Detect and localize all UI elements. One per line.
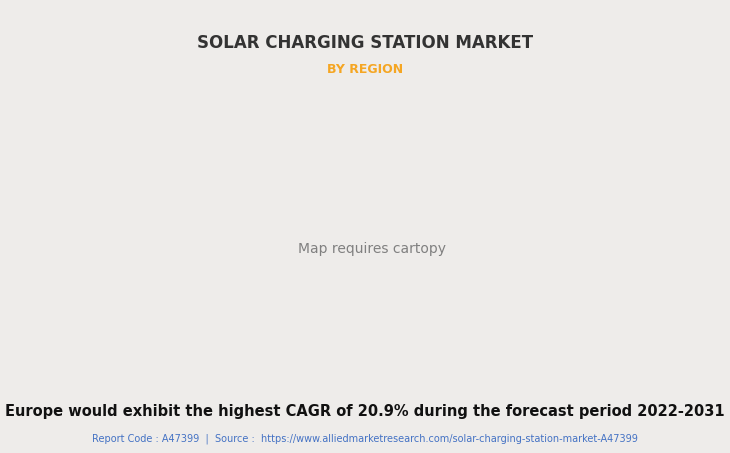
Text: Europe would exhibit the highest CAGR of 20.9% during the forecast period 2022-2: Europe would exhibit the highest CAGR of… (5, 404, 725, 419)
Text: Report Code : A47399  |  Source :  https://www.alliedmarketresearch.com/solar-ch: Report Code : A47399 | Source : https://… (92, 434, 638, 444)
Text: SOLAR CHARGING STATION MARKET: SOLAR CHARGING STATION MARKET (197, 34, 533, 52)
Text: Map requires cartopy: Map requires cartopy (299, 242, 446, 256)
Text: BY REGION: BY REGION (327, 63, 403, 77)
